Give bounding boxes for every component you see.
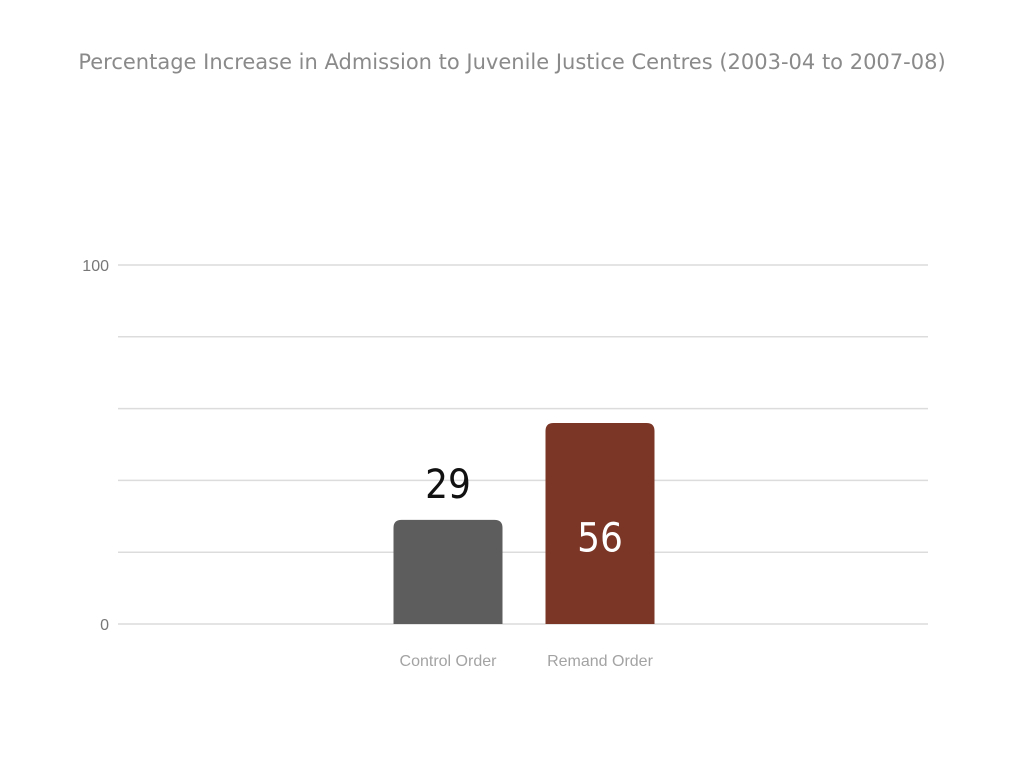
gridlines bbox=[118, 264, 928, 625]
value-label: 29 bbox=[425, 462, 471, 508]
bars bbox=[393, 422, 655, 624]
y-tick-label: 0 bbox=[100, 617, 109, 634]
value-labels: 29 56 bbox=[425, 462, 623, 562]
category-labels: Control Order Remand Order bbox=[400, 653, 654, 670]
y-tick-label: 100 bbox=[82, 258, 109, 275]
bar-control-order bbox=[393, 519, 503, 624]
category-label: Remand Order bbox=[547, 653, 653, 670]
value-label: 56 bbox=[577, 515, 623, 561]
bar-remand-order bbox=[545, 422, 655, 624]
y-axis-ticks: 0 100 bbox=[82, 258, 109, 634]
category-label: Control Order bbox=[400, 653, 498, 670]
chart-title: Percentage Increase in Admission to Juve… bbox=[78, 50, 946, 74]
